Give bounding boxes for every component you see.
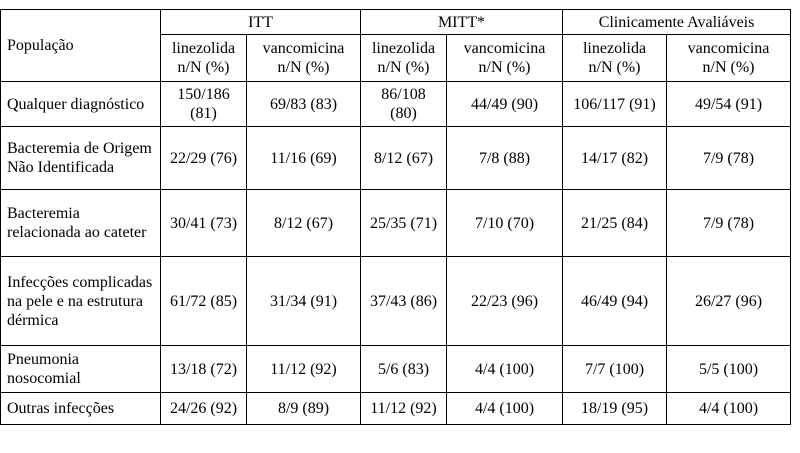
table-row: Bacteremia relacionada ao cateter 30/41 …	[0, 189, 792, 257]
table-cell: 11/16 (69)	[246, 126, 361, 190]
table-cell: 21/25 (84)	[562, 189, 668, 257]
subheader-unit: n/N (%)	[478, 59, 531, 76]
table-row: Pneumonia nosocomial 13/18 (72) 11/12 (9…	[0, 345, 792, 393]
table-cell: 24/26 (92)	[160, 392, 247, 425]
group-header-mitt: MITT*	[359, 9, 564, 35]
table-cell: 11/12 (92)	[246, 345, 361, 393]
table-cell: 11/12 (92)	[360, 392, 447, 425]
subheader-drug: vancomicina	[463, 40, 546, 57]
subheader-cell: vancomicina n/N (%)	[445, 34, 564, 82]
table-cell: 7/7 (100)	[562, 345, 668, 393]
table-cell: 31/34 (91)	[246, 256, 361, 346]
table-cell: 69/83 (83)	[246, 81, 361, 127]
row-label: Outras infecções	[0, 392, 161, 425]
table-cell: 13/18 (72)	[160, 345, 247, 393]
table-cell: 37/43 (86)	[360, 256, 447, 346]
row-label: Bacteremia de Origem Não Identificada	[0, 126, 161, 190]
row-label: Bacteremia relacionada ao cateter	[0, 189, 161, 257]
group-header-itt: ITT	[160, 9, 361, 35]
table-cell: 4/4 (100)	[445, 392, 564, 425]
subheader-drug: linezolida	[171, 40, 236, 57]
row-label: Pneumonia nosocomial	[0, 345, 161, 393]
table-cell: 22/29 (76)	[160, 126, 247, 190]
subheader-row: linezolida n/N (%) vancomicina n/N (%) lin…	[1, 34, 792, 82]
table-cell: 61/72 (85)	[160, 256, 247, 346]
table-row: Infecções complicadas na pele e na estru…	[0, 256, 792, 346]
subheader-unit: n/N (%)	[377, 59, 430, 76]
subheader-unit: n/N (%)	[277, 59, 330, 76]
subheader-cell: linezolida n/N (%)	[160, 34, 247, 82]
subheader-drug: vancomicina	[262, 40, 345, 57]
row-label: Qualquer diagnóstico	[0, 81, 161, 127]
table-cell: 44/49 (90)	[445, 81, 564, 127]
table-cell: 18/19 (95)	[562, 392, 668, 425]
table-cell: 49/54 (91)	[666, 81, 792, 127]
subheader-unit: n/N (%)	[702, 59, 755, 76]
table-cell: 5/5 (100)	[666, 345, 792, 393]
table-cell: 150/186 (81)	[160, 81, 247, 127]
row-label: Infecções complicadas na pele e na estru…	[0, 256, 161, 346]
table-cell: 5/6 (83)	[360, 345, 447, 393]
subheader-cell: linezolida n/N (%)	[562, 34, 668, 82]
group-header-clinically-evaluable: Clinicamente Avaliáveis	[562, 9, 792, 35]
subheader-unit: n/N (%)	[588, 59, 641, 76]
table-cell: 4/4 (100)	[445, 345, 564, 393]
table-cell: 8/12 (67)	[246, 189, 361, 257]
table-cell: 8/12 (67)	[360, 126, 447, 190]
table-cell: 7/10 (70)	[445, 189, 564, 257]
table-row: Qualquer diagnóstico 150/186 (81) 69/83 …	[0, 81, 792, 127]
subheader-drug: linezolida	[582, 40, 647, 57]
table-row: Outras infecções 24/26 (92) 8/9 (89) 11/…	[0, 392, 792, 425]
table-cell: 4/4 (100)	[666, 392, 792, 425]
subheader-unit: n/N (%)	[177, 59, 230, 76]
table-cell: 7/9 (78)	[666, 126, 792, 190]
table-cell: 14/17 (82)	[562, 126, 668, 190]
subheader-drug: vancomicina	[687, 40, 770, 57]
table-cell: 86/108 (80)	[360, 81, 447, 127]
subheader-cell: linezolida n/N (%)	[360, 34, 447, 82]
table-cell: 26/27 (96)	[666, 256, 792, 346]
table-cell: 7/9 (78)	[666, 189, 792, 257]
results-table: População ITT MITT* Clinicamente Avaliáv…	[0, 9, 792, 425]
table-cell: 30/41 (73)	[160, 189, 247, 257]
subheader-cell: vancomicina n/N (%)	[666, 34, 792, 82]
table-cell: 8/9 (89)	[246, 392, 361, 425]
table-cell: 106/117 (91)	[562, 81, 668, 127]
subheader-drug: linezolida	[371, 40, 436, 57]
table-cell: 25/35 (71)	[360, 189, 447, 257]
table-cell: 22/23 (96)	[445, 256, 564, 346]
table-cell: 7/8 (88)	[445, 126, 564, 190]
population-header: População	[0, 9, 161, 82]
group-header-row: População ITT MITT* Clinicamente Avaliáv…	[0, 9, 792, 82]
table-row: Bacteremia de Origem Não Identificada 22…	[0, 126, 792, 190]
subheader-cell: vancomicina n/N (%)	[246, 34, 361, 82]
table-cell: 46/49 (94)	[562, 256, 668, 346]
